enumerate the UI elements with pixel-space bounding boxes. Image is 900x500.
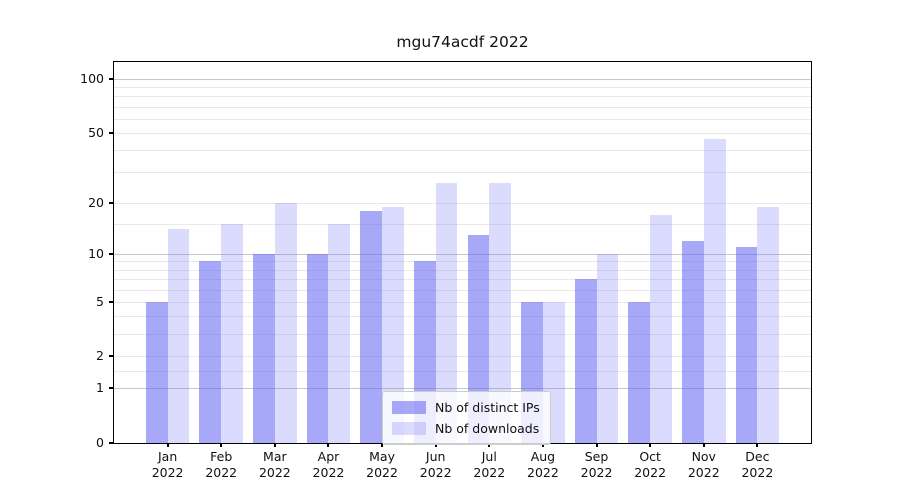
x-axis-tick-label: Nov 2022 xyxy=(687,449,720,480)
y-axis-tick-label: 1 xyxy=(96,380,104,396)
x-axis-tick-label: Feb 2022 xyxy=(205,449,238,480)
y-axis-tick-mark xyxy=(109,300,113,303)
y-axis-tick-label: 10 xyxy=(88,245,104,261)
bar-downloads xyxy=(167,229,190,443)
gridline-minor xyxy=(114,316,811,318)
x-axis-tick-label: May 2022 xyxy=(366,449,398,480)
y-axis-tick-label: 2 xyxy=(96,348,104,364)
gridline-minor xyxy=(114,96,811,98)
plot-area xyxy=(109,61,812,447)
y-axis-tick-mark xyxy=(109,201,113,204)
legend: Nb of distinct IPs Nb of downloads xyxy=(382,391,551,445)
gridline-major xyxy=(114,253,811,255)
gridline-major xyxy=(114,202,811,204)
y-axis-tick-label: 50 xyxy=(88,124,104,140)
x-axis-tick-label: Jul 2022 xyxy=(473,449,506,480)
bar-distinct-ips xyxy=(681,240,704,443)
y-axis-tick-mark xyxy=(109,78,113,80)
bar-downloads xyxy=(274,202,297,443)
legend-item: Nb of distinct IPs xyxy=(392,397,540,418)
x-axis-tick-mark xyxy=(273,443,276,447)
bar-downloads xyxy=(435,183,458,443)
bar-distinct-ips xyxy=(306,253,329,443)
gridline-minor xyxy=(114,150,811,152)
gridline-minor xyxy=(114,87,811,89)
x-axis-tick-mark xyxy=(381,443,384,447)
bar-downloads xyxy=(382,206,404,443)
x-axis-tick-label: Mar 2022 xyxy=(258,449,291,480)
bar-distinct-ips xyxy=(145,301,168,443)
y-axis-tick-label: 5 xyxy=(96,293,104,309)
legend-swatch-downloads xyxy=(392,422,426,435)
gridline-minor xyxy=(114,278,811,280)
legend-item: Nb of downloads xyxy=(392,418,540,439)
x-axis-tick-mark xyxy=(649,443,652,447)
gridline-major xyxy=(114,356,811,358)
bar-distinct-ips xyxy=(199,261,222,443)
y-axis-tick-label: 100 xyxy=(80,71,104,86)
bar-distinct-ips xyxy=(628,301,651,443)
bar-downloads xyxy=(489,183,512,443)
bar-distinct-ips xyxy=(467,234,490,443)
gridline-minor xyxy=(114,172,811,174)
x-axis-tick-label: Oct 2022 xyxy=(634,449,667,480)
bar-downloads xyxy=(221,224,244,443)
bar-downloads xyxy=(703,139,726,443)
gridline-minor xyxy=(114,118,811,120)
gridline-major xyxy=(114,132,811,134)
bar-downloads xyxy=(596,253,619,443)
y-axis-tick-mark xyxy=(109,442,113,444)
x-axis-tick-mark xyxy=(702,443,705,447)
bar-downloads xyxy=(757,206,780,443)
x-axis-tick-label: Jan 2022 xyxy=(151,449,184,480)
y-axis-tick-mark xyxy=(109,387,113,390)
x-axis-tick-mark xyxy=(327,443,330,447)
y-axis-tick-mark xyxy=(109,355,113,358)
gridline-minor xyxy=(114,333,811,335)
gridline-minor xyxy=(114,224,811,226)
x-axis-tick-mark xyxy=(541,443,544,447)
gridline-minor xyxy=(114,289,811,291)
x-axis-tick-mark xyxy=(756,443,759,447)
gridline-minor xyxy=(114,370,811,372)
x-axis-tick-mark xyxy=(595,443,598,447)
x-axis-tick-label: Dec 2022 xyxy=(741,449,774,480)
bar-downloads xyxy=(650,215,672,443)
x-axis-tick-label: Sep 2022 xyxy=(580,449,613,480)
y-axis-tick-label: 0 xyxy=(96,435,104,450)
gridline-major xyxy=(114,79,811,80)
x-axis-tick-mark xyxy=(220,443,223,447)
x-axis-tick-label: Jun 2022 xyxy=(419,449,452,480)
legend-label: Nb of distinct IPs xyxy=(435,400,540,415)
chart-title: mgu74acdf 2022 xyxy=(396,33,529,51)
x-axis-tick-mark xyxy=(434,443,437,447)
gridline-minor xyxy=(114,261,811,263)
bar-distinct-ips xyxy=(253,253,275,443)
bar-distinct-ips xyxy=(735,247,758,443)
gridline-major xyxy=(114,388,811,390)
gridline-minor xyxy=(114,269,811,271)
gridline-minor xyxy=(114,106,811,108)
y-axis-tick-label: 20 xyxy=(88,194,104,210)
x-axis-tick-label: Aug 2022 xyxy=(527,449,559,480)
bar-distinct-ips xyxy=(574,278,597,443)
bar-distinct-ips xyxy=(360,210,383,443)
legend-label: Nb of downloads xyxy=(435,421,540,436)
x-axis-tick-mark xyxy=(488,443,491,447)
x-axis-tick-mark xyxy=(166,443,169,447)
bar-downloads xyxy=(328,224,351,443)
legend-swatch-distinct-ips xyxy=(392,401,426,414)
x-axis-tick-label: Apr 2022 xyxy=(312,449,345,480)
y-axis-tick-mark xyxy=(109,131,113,134)
gridline-major xyxy=(114,301,811,303)
y-axis-tick-mark xyxy=(109,252,113,255)
